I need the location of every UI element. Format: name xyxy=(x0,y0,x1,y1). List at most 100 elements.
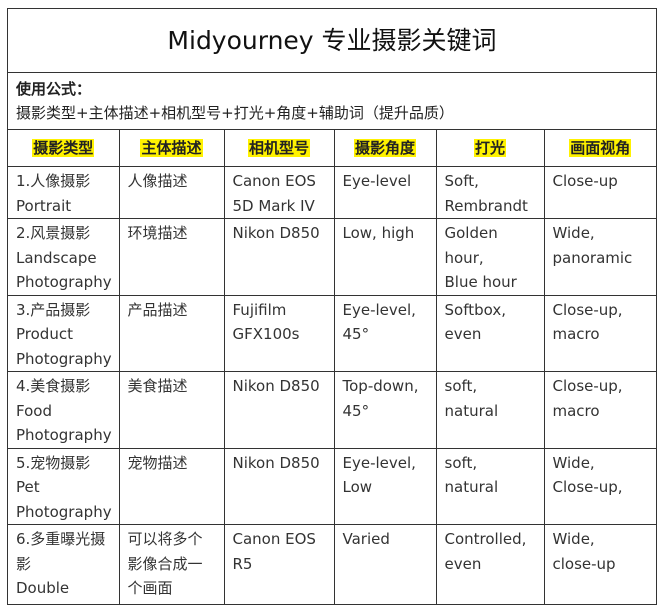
table-row: 3.产品摄影 Product Photography 产品描述 Fujifilm GFX1… xyxy=(8,294,656,372)
table-cell: Wide, close-up xyxy=(543,524,656,605)
cell-line: close-up xyxy=(552,554,616,573)
cell-line: hour, xyxy=(444,248,484,267)
formula-section: 使用公式： 摄影类型+主体描述+相机型号+打光+角度+辅助词（提升品质） xyxy=(8,73,656,130)
column-header-label: 画面视角 xyxy=(569,138,632,157)
cell-line: Golden xyxy=(444,224,498,242)
cell-line: Eye-level, xyxy=(342,300,416,319)
cell-line: Softbox, xyxy=(444,300,506,319)
cell-line: Product xyxy=(16,325,73,343)
cell-line: 环境描述 xyxy=(127,224,188,242)
cell-line: Close-up, xyxy=(552,478,623,496)
cell-line: Rembrandt xyxy=(444,196,528,215)
table-cell: Fujifilm GFX100s xyxy=(223,294,335,372)
table-cell: 产品描述 xyxy=(118,294,225,372)
cell-line: 影 xyxy=(16,554,32,573)
cell-line: 美食描述 xyxy=(127,377,188,395)
table-cell: Close-up xyxy=(543,166,656,219)
cell-line: 3.产品摄影 xyxy=(16,300,91,319)
table-cell: soft, natural xyxy=(435,447,545,525)
cell-line: Wide, xyxy=(552,453,595,472)
table-cell: Wide, panoramic xyxy=(543,218,656,296)
table-cell: Canon EOS R5 xyxy=(223,524,335,605)
table-cell: 2.风景摄影 Landscape Photography xyxy=(8,218,120,296)
cell-line: Food xyxy=(16,401,52,420)
cell-line: Eye-level, xyxy=(342,453,416,472)
cell-line: 可以将多个 xyxy=(127,530,203,548)
table-cell: Wide, Close-up, xyxy=(543,447,656,525)
table-row: 1.人像摄影 Portrait 人像描述 Canon EOS 5D Mark IV Eye… xyxy=(8,166,656,219)
cell-line: 45° xyxy=(342,325,370,343)
column-header-label: 主体描述 xyxy=(140,138,203,157)
cell-line: Eye-level xyxy=(342,172,412,190)
column-header: 摄影角度 xyxy=(333,130,437,167)
table-cell: 环境描述 xyxy=(118,218,225,296)
cell-line: Wide, xyxy=(552,224,595,242)
cell-line: 4.美食摄影 xyxy=(16,377,91,395)
table-cell: Golden hour, Blue hour xyxy=(435,218,545,296)
cell-line: Close-up, xyxy=(552,377,623,395)
column-header-label: 相机型号 xyxy=(247,138,310,157)
cell-line: 个画面 xyxy=(127,579,173,597)
table-cell: 宠物描述 xyxy=(118,447,225,525)
cell-line: macro xyxy=(552,401,600,420)
table-cell: Softbox, even xyxy=(435,294,545,372)
table-cell: 1.人像摄影 Portrait xyxy=(8,166,120,219)
table-row: 6.多重曝光摄影 Double 可以将多个 影像合成一 个画面 Canon EOS R5 Va… xyxy=(8,524,656,605)
cell-line: Top-down, xyxy=(342,377,419,395)
keyword-document: Midyourney 专业摄影关键词 使用公式： 摄影类型+主体描述+相机型号+… xyxy=(7,8,657,605)
column-header: 打光 xyxy=(435,130,545,167)
table-row: 4.美食摄影 Food Photography 美食描述 Nikon D850 Top-d… xyxy=(8,371,656,449)
column-header: 画面视角 xyxy=(543,130,656,167)
table-cell: Nikon D850 xyxy=(223,447,335,525)
table-cell: Eye-level, 45° xyxy=(333,294,437,372)
table-header-row: 摄影类型 主体描述 相机型号 摄影角度 打光 画面视角 xyxy=(8,130,656,167)
cell-line: 5D Mark IV xyxy=(232,196,315,215)
cell-line: Double xyxy=(16,579,70,597)
cell-line: Canon EOS xyxy=(232,530,316,548)
table-cell: Controlled, even xyxy=(435,524,545,605)
cell-line: Wide, xyxy=(552,530,595,548)
cell-line: macro xyxy=(552,325,600,343)
cell-line: Blue hour xyxy=(444,273,517,291)
column-header-label: 打光 xyxy=(473,138,506,157)
cell-line: Photography xyxy=(16,349,112,368)
cell-line: Photography xyxy=(16,502,112,521)
table-row: 5.宠物摄影 Pet Photography 宠物描述 Nikon D850 Eye-le… xyxy=(8,447,656,525)
cell-line: 6.多重曝光摄 xyxy=(16,530,106,548)
table-cell: 5.宠物摄影 Pet Photography xyxy=(8,447,120,525)
table-row: 2.风景摄影 Landscape Photography 环境描述 Nikon D850… xyxy=(8,218,656,296)
cell-line: Low, high xyxy=(342,224,415,242)
cell-line: panoramic xyxy=(552,248,633,267)
table-cell: 人像描述 xyxy=(118,166,225,219)
cell-line: soft, natural xyxy=(444,453,499,497)
formula-text: 摄影类型+主体描述+相机型号+打光+角度+辅助词（提升品质） xyxy=(16,104,454,122)
cell-line: 影像合成一 xyxy=(127,554,203,573)
cell-line: Low xyxy=(342,478,373,496)
cell-line: 人像描述 xyxy=(127,172,188,190)
cell-line: 宠物描述 xyxy=(127,453,188,472)
cell-line: Soft, xyxy=(444,172,479,190)
cell-line: Fujifilm xyxy=(232,300,287,319)
table-cell: Eye-level xyxy=(333,166,437,219)
table-cell: 3.产品摄影 Product Photography xyxy=(8,294,120,372)
table-cell: Soft, Rembrandt xyxy=(435,166,545,219)
cell-line: 1.人像摄影 xyxy=(16,172,91,190)
cell-line: even xyxy=(444,554,482,573)
table-cell: Canon EOS 5D Mark IV xyxy=(223,166,335,219)
keyword-table: 摄影类型 主体描述 相机型号 摄影角度 打光 画面视角 1.人像摄影 Portrait 人像描… xyxy=(8,130,656,605)
cell-line: Close-up, xyxy=(552,300,623,319)
cell-line: R5 xyxy=(232,554,253,573)
table-cell: Eye-level, Low xyxy=(333,447,437,525)
cell-line: Nikon D850 xyxy=(232,224,320,242)
column-header-label: 摄影类型 xyxy=(32,138,95,157)
cell-line: 5.宠物摄影 xyxy=(16,453,91,472)
cell-line: Landscape xyxy=(16,248,97,267)
cell-line: Pet xyxy=(16,478,40,496)
table-cell: Close-up, macro xyxy=(543,294,656,372)
cell-line: 2.风景摄影 xyxy=(16,224,91,242)
table-cell: Low, high xyxy=(333,218,437,296)
cell-line: Nikon D850 xyxy=(232,377,320,395)
table-cell: soft, natural xyxy=(435,371,545,449)
table-cell: 4.美食摄影 Food Photography xyxy=(8,371,120,449)
cell-line: even xyxy=(444,325,482,343)
